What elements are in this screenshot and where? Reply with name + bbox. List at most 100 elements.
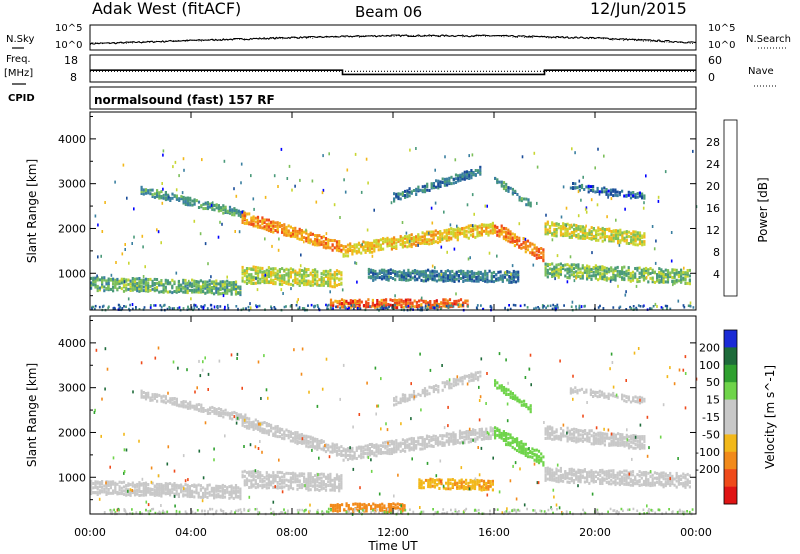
heatmap-cell (318, 234, 321, 238)
heatmap-cell (142, 289, 145, 293)
heatmap-cell (276, 486, 279, 490)
heatmap-cell (335, 451, 339, 455)
heatmap-cell (303, 267, 306, 271)
heatmap-cell (588, 276, 591, 279)
heatmap-cell (164, 192, 167, 196)
heatmap-cell (404, 236, 407, 240)
heatmap-cell (226, 411, 229, 415)
heatmap-cell (158, 485, 161, 489)
heatmap-cell (495, 273, 498, 277)
heatmap-cell (491, 229, 494, 233)
heatmap-cell (233, 187, 235, 191)
heatmap-cell (456, 483, 459, 487)
heatmap-cell (226, 287, 229, 291)
heatmap-cell (131, 481, 134, 485)
heatmap-cell (381, 307, 384, 310)
heatmap-cell (318, 278, 321, 282)
heatmap-cell (512, 272, 515, 276)
heatmap-cell (209, 205, 212, 209)
heatmap-cell (287, 471, 290, 475)
heatmap-cell (295, 304, 298, 307)
heatmap-cell (437, 305, 439, 308)
heatmap-cell (430, 437, 433, 441)
heatmap-cell (195, 489, 198, 492)
colorbar-tick-label: 12 (706, 224, 720, 237)
heatmap-cell (562, 222, 565, 226)
heatmap-cell (500, 180, 503, 184)
heatmap-cell (614, 193, 617, 197)
heatmap-cell (109, 486, 112, 490)
heatmap-cell (310, 303, 313, 307)
heatmap-cell (98, 485, 101, 489)
heatmap-cell (160, 290, 163, 294)
heatmap-cell (238, 230, 241, 234)
heatmap-cell (430, 444, 433, 448)
heatmap-cell (642, 206, 645, 210)
colorbar-tick-label: 8 (713, 246, 720, 259)
heatmap-cell (400, 273, 403, 277)
heatmap-cell (460, 272, 463, 276)
heatmap-cell (215, 495, 218, 499)
heatmap-cell (505, 232, 508, 236)
heatmap-cell (129, 279, 132, 283)
heatmap-cell (389, 276, 392, 279)
heatmap-cell (577, 214, 580, 218)
heatmap-cell (673, 276, 676, 280)
heatmap-cell (320, 235, 323, 239)
heatmap-cell (470, 275, 474, 279)
heatmap-cell (281, 224, 284, 227)
heatmap-cell (142, 488, 145, 492)
heatmap-cell (410, 439, 413, 443)
heatmap-cell (156, 189, 159, 193)
heatmap-cell (520, 445, 523, 449)
heatmap-cell (656, 278, 659, 282)
heatmap-cell (524, 250, 527, 254)
heatmap-cell (415, 187, 418, 191)
heatmap-cell (342, 447, 345, 451)
heatmap-cell (300, 472, 303, 476)
heatmap-cell (418, 303, 421, 307)
heatmap-cell (463, 170, 466, 174)
heatmap-cell (300, 433, 303, 436)
heatmap-cell (241, 423, 244, 427)
heatmap-cell (651, 280, 654, 284)
heatmap-cell (278, 486, 281, 490)
heatmap-cell (397, 192, 400, 196)
heatmap-cell (597, 238, 600, 242)
heatmap-cell (597, 278, 600, 282)
heatmap-cell (425, 434, 429, 438)
heatmap-cell (184, 290, 187, 294)
heatmap-cell (358, 301, 361, 305)
heatmap-cell (636, 266, 639, 270)
heatmap-cell (529, 251, 532, 255)
heatmap-cell (276, 269, 279, 273)
heatmap-cell (399, 397, 402, 401)
heatmap-cell (283, 305, 286, 309)
heatmap-cell (101, 230, 104, 233)
heatmap-cell (338, 302, 341, 306)
heatmap-cell (118, 281, 121, 285)
heatmap-cell (466, 273, 469, 277)
heatmap-cell (347, 504, 350, 507)
heatmap-cell (677, 273, 680, 277)
heatmap-cell (428, 440, 431, 444)
heatmap-cell (509, 232, 512, 236)
heatmap-cell (583, 270, 586, 274)
heatmap-cell (270, 423, 273, 427)
heatmap-cell (324, 273, 328, 277)
heatmap-cell (298, 284, 301, 287)
heatmap-cell (570, 273, 573, 277)
heatmap-cell (675, 278, 678, 282)
heatmap-cell (206, 487, 209, 491)
heatmap-cell (423, 446, 426, 450)
heatmap-cell (568, 232, 571, 236)
heatmap-cell (158, 282, 161, 286)
heatmap-cell (428, 438, 431, 442)
heatmap-cell (463, 234, 466, 238)
heatmap-cell (291, 188, 293, 192)
heatmap-cell (612, 188, 615, 192)
heatmap-cell (623, 194, 626, 198)
heatmap-cell (559, 233, 563, 237)
heatmap-cell (173, 492, 176, 496)
heatmap-cell (490, 271, 493, 275)
